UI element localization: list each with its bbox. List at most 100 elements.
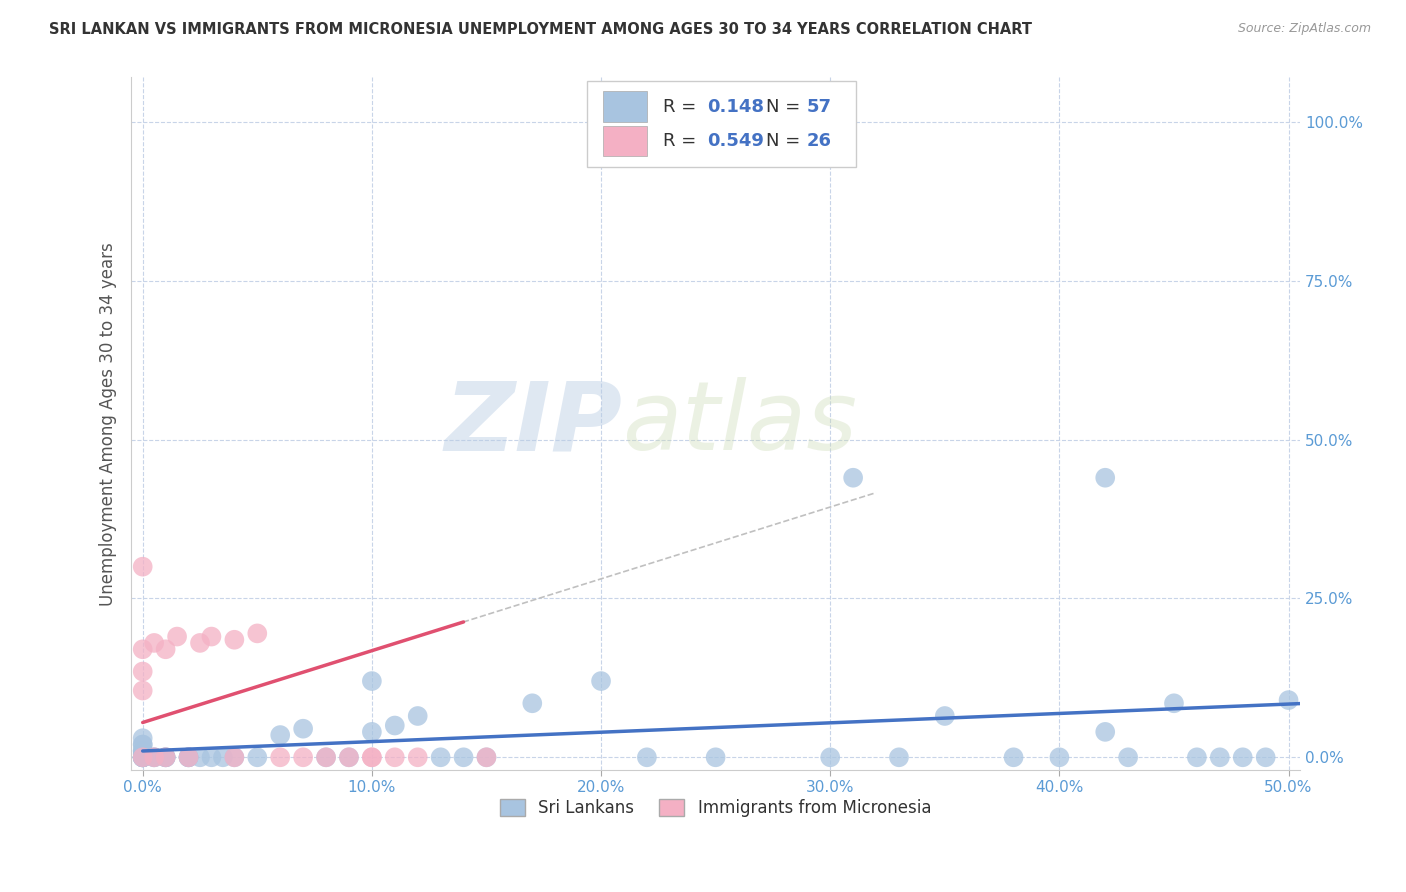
- Point: [143, 636, 166, 650]
- Point: [842, 471, 865, 485]
- Point: [131, 750, 153, 764]
- Point: [1047, 750, 1070, 764]
- Point: [131, 750, 153, 764]
- Point: [475, 750, 498, 764]
- Point: [155, 750, 177, 764]
- Point: [246, 626, 269, 640]
- Point: [1094, 724, 1116, 739]
- Text: SRI LANKAN VS IMMIGRANTS FROM MICRONESIA UNEMPLOYMENT AMONG AGES 30 TO 34 YEARS : SRI LANKAN VS IMMIGRANTS FROM MICRONESIA…: [49, 22, 1032, 37]
- Text: Source: ZipAtlas.com: Source: ZipAtlas.com: [1237, 22, 1371, 36]
- Point: [475, 750, 498, 764]
- FancyBboxPatch shape: [603, 126, 647, 156]
- Point: [155, 750, 177, 764]
- Point: [818, 750, 841, 764]
- Point: [360, 724, 382, 739]
- Point: [131, 750, 153, 764]
- Point: [131, 738, 153, 752]
- Point: [177, 750, 200, 764]
- Text: N =: N =: [766, 132, 806, 150]
- Point: [200, 630, 222, 644]
- Point: [1002, 750, 1025, 764]
- Point: [1254, 750, 1277, 764]
- Point: [429, 750, 451, 764]
- Text: 57: 57: [807, 97, 832, 116]
- Point: [155, 750, 177, 764]
- Point: [406, 709, 429, 723]
- Text: 0.549: 0.549: [707, 132, 765, 150]
- Point: [337, 750, 360, 764]
- Point: [315, 750, 337, 764]
- Point: [1163, 696, 1185, 710]
- Point: [292, 750, 315, 764]
- Point: [224, 750, 246, 764]
- Point: [1209, 750, 1232, 764]
- Point: [131, 665, 153, 679]
- Point: [406, 750, 429, 764]
- Point: [269, 728, 291, 742]
- Point: [177, 750, 200, 764]
- Text: atlas: atlas: [621, 377, 858, 470]
- Point: [292, 722, 315, 736]
- Point: [360, 750, 382, 764]
- Point: [224, 632, 246, 647]
- Point: [1277, 693, 1299, 707]
- Text: ZIP: ZIP: [444, 377, 621, 470]
- Point: [453, 750, 475, 764]
- Point: [360, 674, 382, 689]
- Point: [131, 683, 153, 698]
- Point: [131, 747, 153, 761]
- Point: [166, 630, 188, 644]
- Point: [131, 750, 153, 764]
- Point: [315, 750, 337, 764]
- Point: [131, 642, 153, 657]
- Point: [212, 750, 235, 764]
- Point: [360, 750, 382, 764]
- Point: [143, 750, 166, 764]
- Point: [200, 750, 222, 764]
- Point: [384, 718, 406, 732]
- Point: [131, 750, 153, 764]
- Point: [636, 146, 658, 161]
- Point: [131, 738, 153, 752]
- Point: [131, 731, 153, 746]
- Point: [131, 744, 153, 758]
- Y-axis label: Unemployment Among Ages 30 to 34 years: Unemployment Among Ages 30 to 34 years: [100, 242, 117, 606]
- Point: [131, 750, 153, 764]
- Point: [269, 750, 291, 764]
- Text: 0.148: 0.148: [707, 97, 765, 116]
- Point: [131, 750, 153, 764]
- Point: [887, 750, 910, 764]
- Point: [131, 559, 153, 574]
- Point: [636, 750, 658, 764]
- Text: N =: N =: [766, 97, 806, 116]
- Point: [188, 636, 211, 650]
- Point: [155, 750, 177, 764]
- Point: [143, 750, 166, 764]
- Point: [384, 750, 406, 764]
- Point: [224, 750, 246, 764]
- Point: [131, 750, 153, 764]
- Point: [1185, 750, 1208, 764]
- Text: 26: 26: [807, 132, 832, 150]
- Point: [337, 750, 360, 764]
- Text: R =: R =: [664, 97, 702, 116]
- FancyBboxPatch shape: [603, 91, 647, 122]
- Point: [522, 696, 544, 710]
- Point: [1116, 750, 1139, 764]
- Point: [246, 750, 269, 764]
- Text: R =: R =: [664, 132, 702, 150]
- FancyBboxPatch shape: [588, 81, 856, 168]
- Point: [131, 744, 153, 758]
- Point: [143, 750, 166, 764]
- Point: [131, 750, 153, 764]
- Point: [589, 674, 612, 689]
- Point: [1094, 471, 1116, 485]
- Point: [177, 750, 200, 764]
- Point: [934, 709, 956, 723]
- Point: [177, 750, 200, 764]
- Point: [155, 642, 177, 657]
- Legend: Sri Lankans, Immigrants from Micronesia: Sri Lankans, Immigrants from Micronesia: [494, 792, 938, 824]
- Point: [1232, 750, 1254, 764]
- Point: [188, 750, 211, 764]
- Point: [704, 750, 727, 764]
